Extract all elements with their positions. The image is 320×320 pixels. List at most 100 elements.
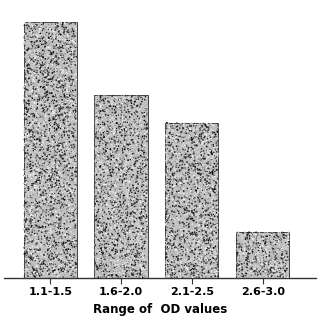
Point xyxy=(41,44,46,49)
Point xyxy=(175,253,180,258)
Point xyxy=(139,265,144,270)
Point xyxy=(187,229,192,234)
Point xyxy=(208,139,213,144)
Point xyxy=(69,191,75,196)
Point xyxy=(241,246,246,251)
Point xyxy=(43,156,48,161)
Point xyxy=(69,55,74,60)
Point xyxy=(25,66,30,71)
Point xyxy=(68,247,73,252)
Point xyxy=(73,72,78,77)
Point xyxy=(249,266,254,271)
Point xyxy=(283,259,288,264)
Point xyxy=(99,273,104,278)
Point xyxy=(43,93,48,99)
Point xyxy=(197,121,202,126)
Point xyxy=(204,252,209,257)
Point xyxy=(34,112,39,117)
Point xyxy=(35,228,40,233)
Point xyxy=(65,139,70,144)
Point xyxy=(38,225,43,230)
Point xyxy=(129,100,134,106)
Point xyxy=(104,131,109,136)
Point xyxy=(234,231,239,236)
Point xyxy=(191,123,196,128)
Point xyxy=(267,253,272,258)
Point xyxy=(36,222,41,228)
Point xyxy=(31,273,36,278)
Point xyxy=(187,256,192,261)
Point xyxy=(59,164,64,169)
Point xyxy=(51,94,56,99)
Point xyxy=(175,175,180,180)
Point xyxy=(285,245,290,250)
Point xyxy=(175,250,180,255)
Point xyxy=(206,131,211,136)
Point xyxy=(67,39,72,44)
Point xyxy=(70,244,76,249)
Point xyxy=(61,269,66,274)
Point xyxy=(127,122,132,127)
Point xyxy=(102,101,107,106)
Point xyxy=(251,235,256,240)
Point xyxy=(73,211,78,216)
Point xyxy=(199,162,204,167)
Point xyxy=(279,274,284,279)
Point xyxy=(33,60,38,66)
Point xyxy=(143,156,148,161)
Point xyxy=(200,180,205,185)
Point xyxy=(201,224,206,229)
Point xyxy=(196,193,202,198)
Point xyxy=(194,191,199,196)
Point xyxy=(191,210,196,215)
Point xyxy=(204,195,210,200)
Point xyxy=(196,204,201,209)
Point xyxy=(276,234,282,239)
Point xyxy=(36,25,41,30)
Point xyxy=(97,142,102,147)
Point xyxy=(100,189,105,194)
Point xyxy=(37,275,43,280)
Point xyxy=(52,156,57,162)
Point xyxy=(211,168,216,173)
Point xyxy=(209,265,214,270)
Point xyxy=(53,205,59,211)
Point xyxy=(138,101,143,107)
Point xyxy=(69,183,75,188)
Point xyxy=(118,235,124,240)
Point xyxy=(26,186,31,191)
Point xyxy=(193,125,198,131)
Point xyxy=(182,203,188,208)
Point xyxy=(69,52,74,58)
Point xyxy=(273,247,278,252)
Point xyxy=(71,266,76,271)
Point xyxy=(137,161,142,166)
Point xyxy=(174,132,179,138)
Point xyxy=(187,179,192,184)
Point xyxy=(60,273,65,278)
Point xyxy=(46,68,51,73)
Point xyxy=(39,142,44,147)
Point xyxy=(282,238,287,244)
Point xyxy=(204,182,209,187)
Point xyxy=(205,245,210,251)
Point xyxy=(167,204,172,209)
Point xyxy=(202,197,207,203)
Point xyxy=(69,173,75,178)
Point xyxy=(110,215,115,220)
Point xyxy=(73,162,78,167)
Point xyxy=(112,113,117,118)
Point xyxy=(100,108,106,114)
Point xyxy=(204,181,210,187)
Point xyxy=(192,254,197,260)
Point xyxy=(248,274,253,279)
Point xyxy=(182,207,188,212)
Point xyxy=(136,190,141,195)
Point xyxy=(125,99,131,104)
Point xyxy=(101,201,106,206)
Point xyxy=(284,274,289,279)
Point xyxy=(180,268,185,274)
Point xyxy=(175,122,180,127)
Point xyxy=(176,243,181,248)
Point xyxy=(70,239,75,244)
